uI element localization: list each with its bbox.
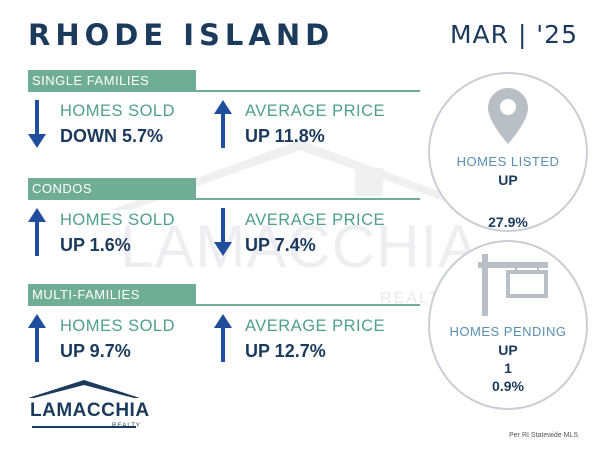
stat-label: AVERAGE PRICE xyxy=(245,102,386,120)
homes-pending-direction: UP xyxy=(498,342,518,358)
arrow-down-icon xyxy=(214,208,232,256)
homes-pending-circle: HOMES PENDING UP 1 0.9% xyxy=(428,240,588,410)
homes-listed-direction: UP xyxy=(498,172,518,188)
stat-value: UP 12.7% xyxy=(245,341,326,361)
section-band-multi-families: MULTI-FAMILIES xyxy=(28,284,196,306)
section-rule xyxy=(28,90,420,92)
homes-listed-label: HOMES LISTED xyxy=(456,154,560,169)
section-band-condos: CONDOS xyxy=(28,178,196,200)
section-rule xyxy=(28,304,420,306)
source-note: Per RI Statewide MLS xyxy=(509,432,578,439)
stat-label: AVERAGE PRICE xyxy=(245,211,386,229)
stat-label: HOMES SOLD xyxy=(60,211,176,229)
section-rule xyxy=(28,198,420,200)
arrow-up-icon xyxy=(214,314,232,362)
watermark-text: LAMACCHIA xyxy=(120,213,480,280)
lamacchia-logo xyxy=(28,380,140,428)
sign-post-icon xyxy=(478,254,548,316)
arrow-up-icon xyxy=(28,314,46,362)
page-title: RHODE ISLAND xyxy=(28,18,335,52)
stat-label: HOMES SOLD xyxy=(60,102,176,120)
logo-text: LAMACCHIA xyxy=(30,400,150,421)
arrow-up-icon xyxy=(28,208,46,256)
homes-pending-count: 1 xyxy=(504,360,512,376)
stat-label: AVERAGE PRICE xyxy=(245,317,386,335)
stat-value: UP 9.7% xyxy=(60,341,131,361)
stat-value: DOWN 5.7% xyxy=(60,126,164,146)
stat-value: UP 7.4% xyxy=(245,235,316,255)
homes-listed-circle: HOMES LISTED UP xyxy=(428,72,588,232)
homes-pending-value: 0.9% xyxy=(492,378,524,394)
stat-value: UP 1.6% xyxy=(60,235,131,255)
section-band-single-families: SINGLE FAMILIES xyxy=(28,70,196,92)
report-period: MAR | '25 xyxy=(449,20,578,49)
stat-label: HOMES SOLD xyxy=(60,317,176,335)
arrow-down-icon xyxy=(28,100,46,148)
homes-listed-value: 27.9% xyxy=(488,214,528,230)
logo-subtext: REALTY xyxy=(112,423,141,429)
homes-pending-label: HOMES PENDING xyxy=(449,324,567,339)
arrow-up-icon xyxy=(214,100,232,148)
map-pin-icon xyxy=(488,88,528,144)
stat-value: UP 11.8% xyxy=(245,126,325,146)
